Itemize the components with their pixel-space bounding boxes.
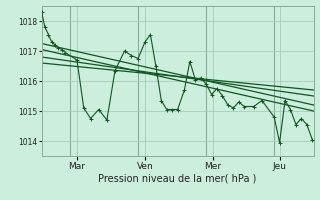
X-axis label: Pression niveau de la mer( hPa ): Pression niveau de la mer( hPa ) xyxy=(99,173,257,183)
